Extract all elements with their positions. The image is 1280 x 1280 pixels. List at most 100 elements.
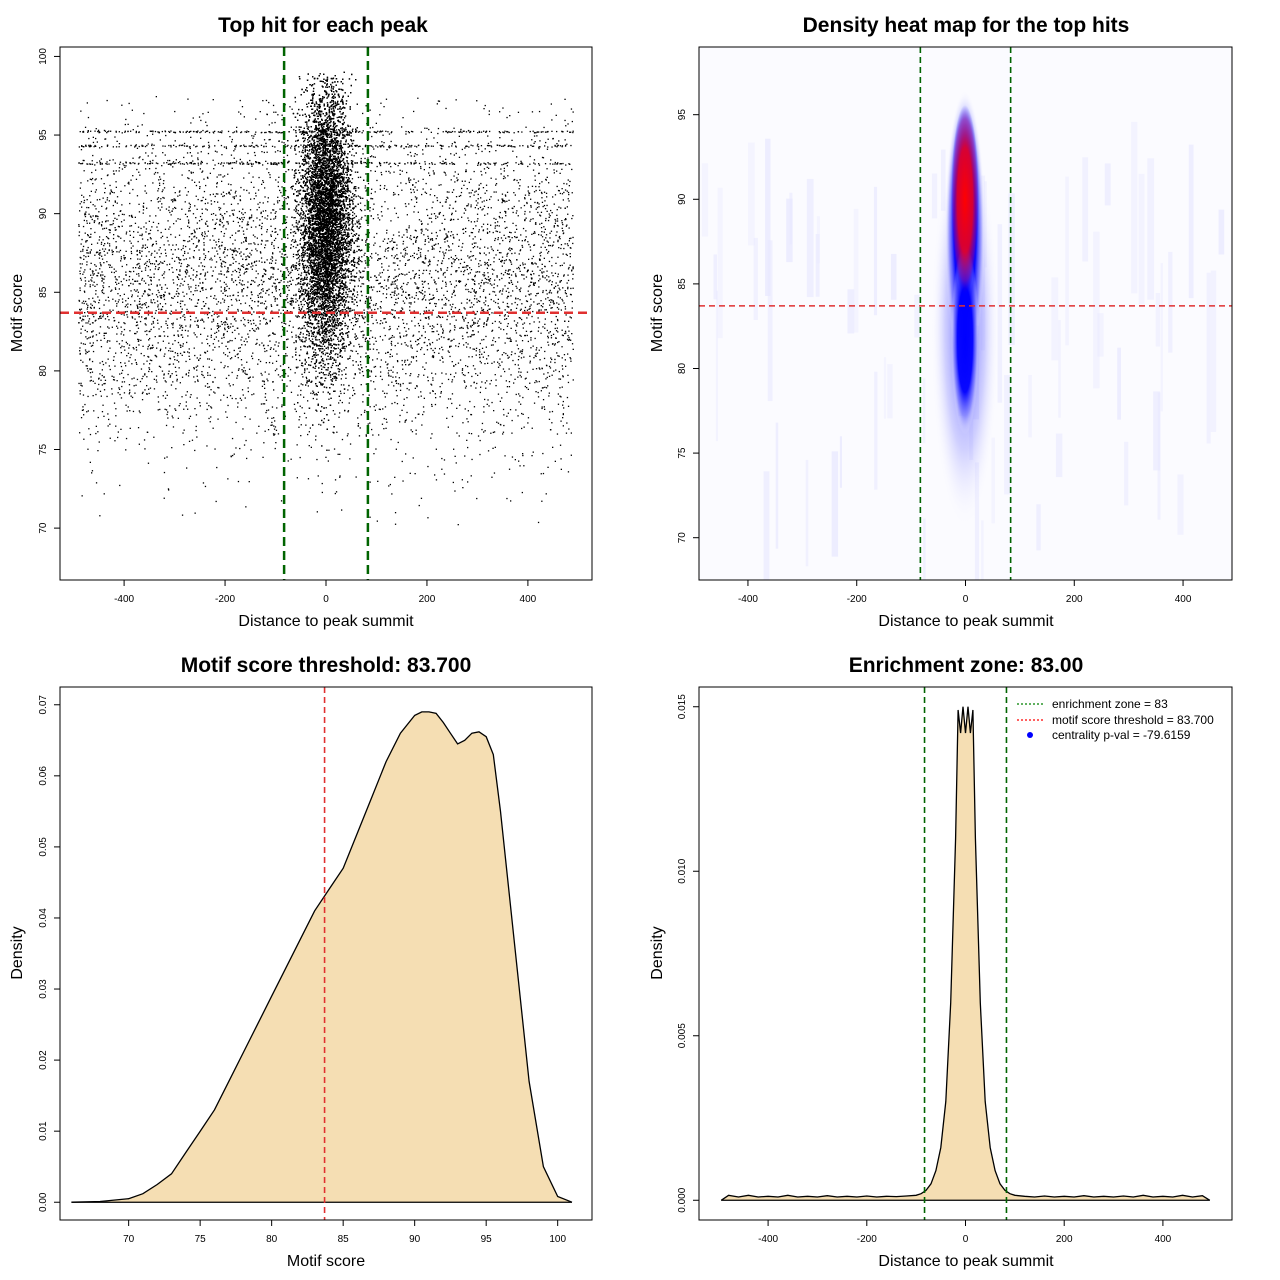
scatter-point <box>466 302 468 304</box>
scatter-point <box>376 520 378 522</box>
scatter-point <box>514 252 516 254</box>
scatter-point <box>460 258 463 260</box>
scatter-point <box>186 130 188 132</box>
scatter-point <box>156 319 159 321</box>
scatter-point <box>353 325 355 327</box>
scatter-point <box>242 428 244 430</box>
scatter-point <box>301 258 303 261</box>
scatter-point <box>303 182 305 184</box>
scatter-point <box>566 396 569 399</box>
scatter-point <box>234 249 236 251</box>
scatter-point <box>195 414 198 416</box>
scatter-point <box>542 472 545 475</box>
scatter-point <box>246 361 248 363</box>
scatter-point <box>275 288 277 290</box>
scatter-point <box>232 281 235 283</box>
scatter-point <box>450 283 452 285</box>
scatter-point <box>214 295 216 297</box>
scatter-point <box>126 316 129 318</box>
scatter-point <box>514 273 517 275</box>
scatter-point <box>299 226 301 228</box>
scatter-point <box>197 241 200 243</box>
scatter-point <box>286 269 289 271</box>
scatter-point <box>507 295 510 298</box>
scatter-point <box>443 255 445 257</box>
scatter-point <box>356 245 358 248</box>
scatter-point <box>123 314 125 316</box>
scatter-point <box>401 189 403 191</box>
scatter-point <box>332 96 334 98</box>
scatter-point <box>148 388 150 390</box>
scatter-point <box>446 417 448 419</box>
scatter-point <box>344 325 346 327</box>
scatter-point <box>155 167 157 170</box>
scatter-point <box>106 313 108 315</box>
scatter-point <box>92 335 94 337</box>
scatter-point <box>453 376 455 378</box>
scatter-point <box>397 297 399 299</box>
scatter-point <box>91 470 94 472</box>
scatter-point <box>397 293 400 295</box>
scatter-point <box>423 411 425 413</box>
scatter-point <box>558 303 560 305</box>
scatter-point <box>104 275 106 278</box>
scatter-point <box>136 289 138 291</box>
scatter-point <box>130 310 132 312</box>
scatter-point <box>358 343 360 346</box>
scatter-point <box>315 316 317 318</box>
scatter-point <box>90 179 93 181</box>
scatter-point <box>115 352 117 354</box>
scatter-point <box>83 170 85 172</box>
scatter-point <box>447 398 450 400</box>
scatter-point <box>556 318 559 321</box>
scatter-point <box>142 246 144 248</box>
scatter-point <box>84 291 86 293</box>
scatter-point <box>374 156 376 158</box>
scatter-point <box>91 160 93 162</box>
scatter-point <box>150 328 152 331</box>
scatter-point <box>478 229 480 231</box>
scatter-point <box>283 156 285 158</box>
scatter-point <box>150 279 152 281</box>
scatter-point <box>224 327 226 329</box>
scatter-point <box>370 380 372 382</box>
scatter-point <box>436 323 439 325</box>
scatter-point <box>454 259 456 261</box>
scatter-point <box>215 336 217 338</box>
scatter-point <box>497 393 500 395</box>
scatter-point <box>269 138 271 141</box>
scatter-point <box>442 331 444 334</box>
scatter-point <box>539 182 541 185</box>
scatter-point <box>117 301 119 303</box>
scatter-point <box>473 242 475 244</box>
scatter-point <box>139 234 141 236</box>
scatter-point <box>341 401 343 404</box>
scatter-point <box>309 243 311 245</box>
scatter-point <box>177 341 180 344</box>
scatter-point <box>381 378 383 381</box>
scatter-point <box>295 315 297 317</box>
scatter-point <box>274 282 276 285</box>
scatter-point <box>138 203 140 205</box>
scatter-point <box>242 394 244 396</box>
scatter-point <box>336 431 338 433</box>
scatter-point <box>110 290 112 292</box>
scatter-point <box>298 249 300 251</box>
scatter-point <box>357 285 359 287</box>
scatter-point <box>431 245 433 247</box>
scatter-point <box>237 310 239 312</box>
scatter-point <box>564 243 566 245</box>
scatter-point <box>169 347 171 350</box>
scatter-point <box>317 375 319 378</box>
scatter-point <box>123 219 125 221</box>
scatter-point <box>111 271 113 273</box>
scatter-point <box>417 298 419 300</box>
scatter-point <box>109 231 111 234</box>
scatter-point <box>481 381 483 383</box>
scatter-point <box>187 283 189 286</box>
scatter-point <box>104 379 107 381</box>
scatter-point <box>195 366 197 368</box>
scatter-point <box>132 267 134 269</box>
scatter-point <box>414 153 416 155</box>
scatter-point <box>149 160 151 162</box>
